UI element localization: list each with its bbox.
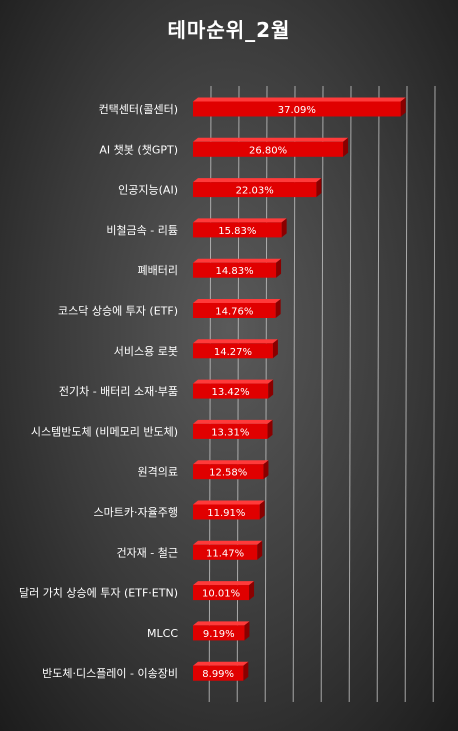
bar-group: 11.47% 건자재 - 철근 <box>116 540 263 560</box>
bar <box>193 504 260 520</box>
data-label: 26.80% <box>249 145 287 156</box>
data-label: 13.42% <box>212 387 250 398</box>
data-label: 15.83% <box>218 226 256 237</box>
category-label: 전기차 - 배터리 소재·부품 <box>59 385 178 398</box>
category-label: 시스템반도체 (비메모리 반도체) <box>31 425 178 438</box>
bar-side-face <box>267 419 273 439</box>
bar-top-face <box>193 581 255 586</box>
bar-top-face <box>193 97 406 102</box>
data-label: 14.76% <box>215 307 253 318</box>
bar-group: 37.09% 컨택센터(콜센터) <box>99 97 406 117</box>
bar <box>193 423 268 439</box>
bar-top-face <box>193 621 250 626</box>
bar-group: 14.76% 코스닥 상승에 투자 (ETF) <box>58 299 281 318</box>
grid-line <box>376 85 380 703</box>
data-label: 14.27% <box>214 347 252 358</box>
category-label: 반도체·디스플레이 - 이송장비 <box>42 667 178 680</box>
bar-top-face <box>193 379 274 384</box>
category-label: 코스닥 상승에 투자 (ETF) <box>58 305 178 318</box>
category-label: 원격의료 <box>138 466 178 479</box>
bar-group: 11.91% 스마트카·자율주행 <box>94 500 265 520</box>
bar-top-face <box>193 661 249 666</box>
bar-top-face <box>193 419 273 424</box>
data-label: 37.09% <box>278 105 316 116</box>
category-label: 달러 가치 상승에 투자 (ETF·ETN) <box>19 587 178 600</box>
bar-top-face <box>193 500 265 505</box>
bar-side-face <box>243 661 249 681</box>
bar-side-face <box>263 460 269 480</box>
category-label: 서비스용 로봇 <box>114 345 178 358</box>
chart-title: 테마순위_2월 <box>167 18 291 42</box>
data-label: 14.83% <box>215 266 253 277</box>
bar <box>193 464 264 480</box>
data-label: 13.31% <box>211 427 249 438</box>
bar-side-face <box>400 97 406 117</box>
category-label: 컨택센터(콜센터) <box>99 103 178 116</box>
data-label: 11.47% <box>206 548 244 559</box>
bar <box>193 383 269 399</box>
bar-top-face <box>193 178 322 183</box>
bar-side-face <box>275 299 281 318</box>
data-label: 12.58% <box>209 468 247 479</box>
bar <box>193 141 344 157</box>
bar <box>193 585 250 601</box>
bar-group: 12.58% 원격의료 <box>138 460 269 480</box>
category-label: 스마트카·자율주행 <box>94 506 178 519</box>
bar-side-face <box>281 218 287 238</box>
bar-side-face <box>272 339 278 359</box>
bar-group: 22.03% 인공지능(AI) <box>118 178 322 198</box>
category-label: 건자재 - 철근 <box>116 546 178 559</box>
category-label: MLCC <box>147 627 178 640</box>
bar-top-face <box>193 339 278 344</box>
data-label: 22.03% <box>236 186 274 197</box>
bar-top-face <box>193 258 282 263</box>
bar-group: 9.19% MLCC <box>147 621 250 641</box>
category-label: 인공지능(AI) <box>118 184 178 197</box>
data-label: 10.01% <box>202 589 240 600</box>
bar <box>193 101 401 117</box>
bar-group: 10.01% 달러 가치 상승에 투자 (ETF·ETN) <box>19 581 255 601</box>
bar <box>193 222 282 238</box>
bar-top-face <box>193 460 269 465</box>
category-label: AI 챗봇 (챗GPT) <box>99 142 178 156</box>
bar-top-face <box>193 137 349 142</box>
data-label: 11.91% <box>207 508 245 519</box>
grid-line <box>320 85 324 703</box>
data-label: 8.99% <box>202 669 234 680</box>
bar <box>193 665 244 681</box>
bar-group: 15.83% 비철금속 - 리튬 <box>106 218 287 238</box>
bar-group: 13.31% 시스템반도체 (비메모리 반도체) <box>31 419 273 439</box>
bar-group: 8.99% 반도체·디스플레이 - 이송장비 <box>42 661 249 681</box>
bar-group: 14.83% 폐배터리 <box>138 258 282 278</box>
bar-side-face <box>257 540 263 560</box>
bar <box>193 262 277 278</box>
bar-side-face <box>343 137 349 157</box>
category-label: 비철금속 - 리튬 <box>106 224 178 237</box>
category-label: 폐배터리 <box>138 264 178 277</box>
bar <box>193 182 317 198</box>
grid-line <box>404 85 408 703</box>
bar-side-face <box>268 379 274 399</box>
bar-side-face <box>244 621 250 641</box>
grid-line <box>432 85 436 703</box>
grid-line <box>348 85 352 703</box>
bar-side-face <box>259 500 265 520</box>
bar-group: 14.27% 서비스용 로봇 <box>114 339 278 359</box>
bar-side-face <box>249 581 255 601</box>
bar-top-face <box>193 218 287 223</box>
bar-side-face <box>276 258 282 278</box>
bar <box>193 303 276 318</box>
bar-top-face <box>193 299 281 303</box>
bar-side-face <box>316 178 322 198</box>
bar-group: 26.80% AI 챗봇 (챗GPT) <box>99 137 349 157</box>
bar-top-face <box>193 540 263 545</box>
bar <box>193 625 245 641</box>
bar <box>193 343 273 359</box>
bar-group: 13.42% 전기차 - 배터리 소재·부품 <box>59 379 274 399</box>
data-label: 9.19% <box>203 629 235 640</box>
bar <box>193 544 258 560</box>
